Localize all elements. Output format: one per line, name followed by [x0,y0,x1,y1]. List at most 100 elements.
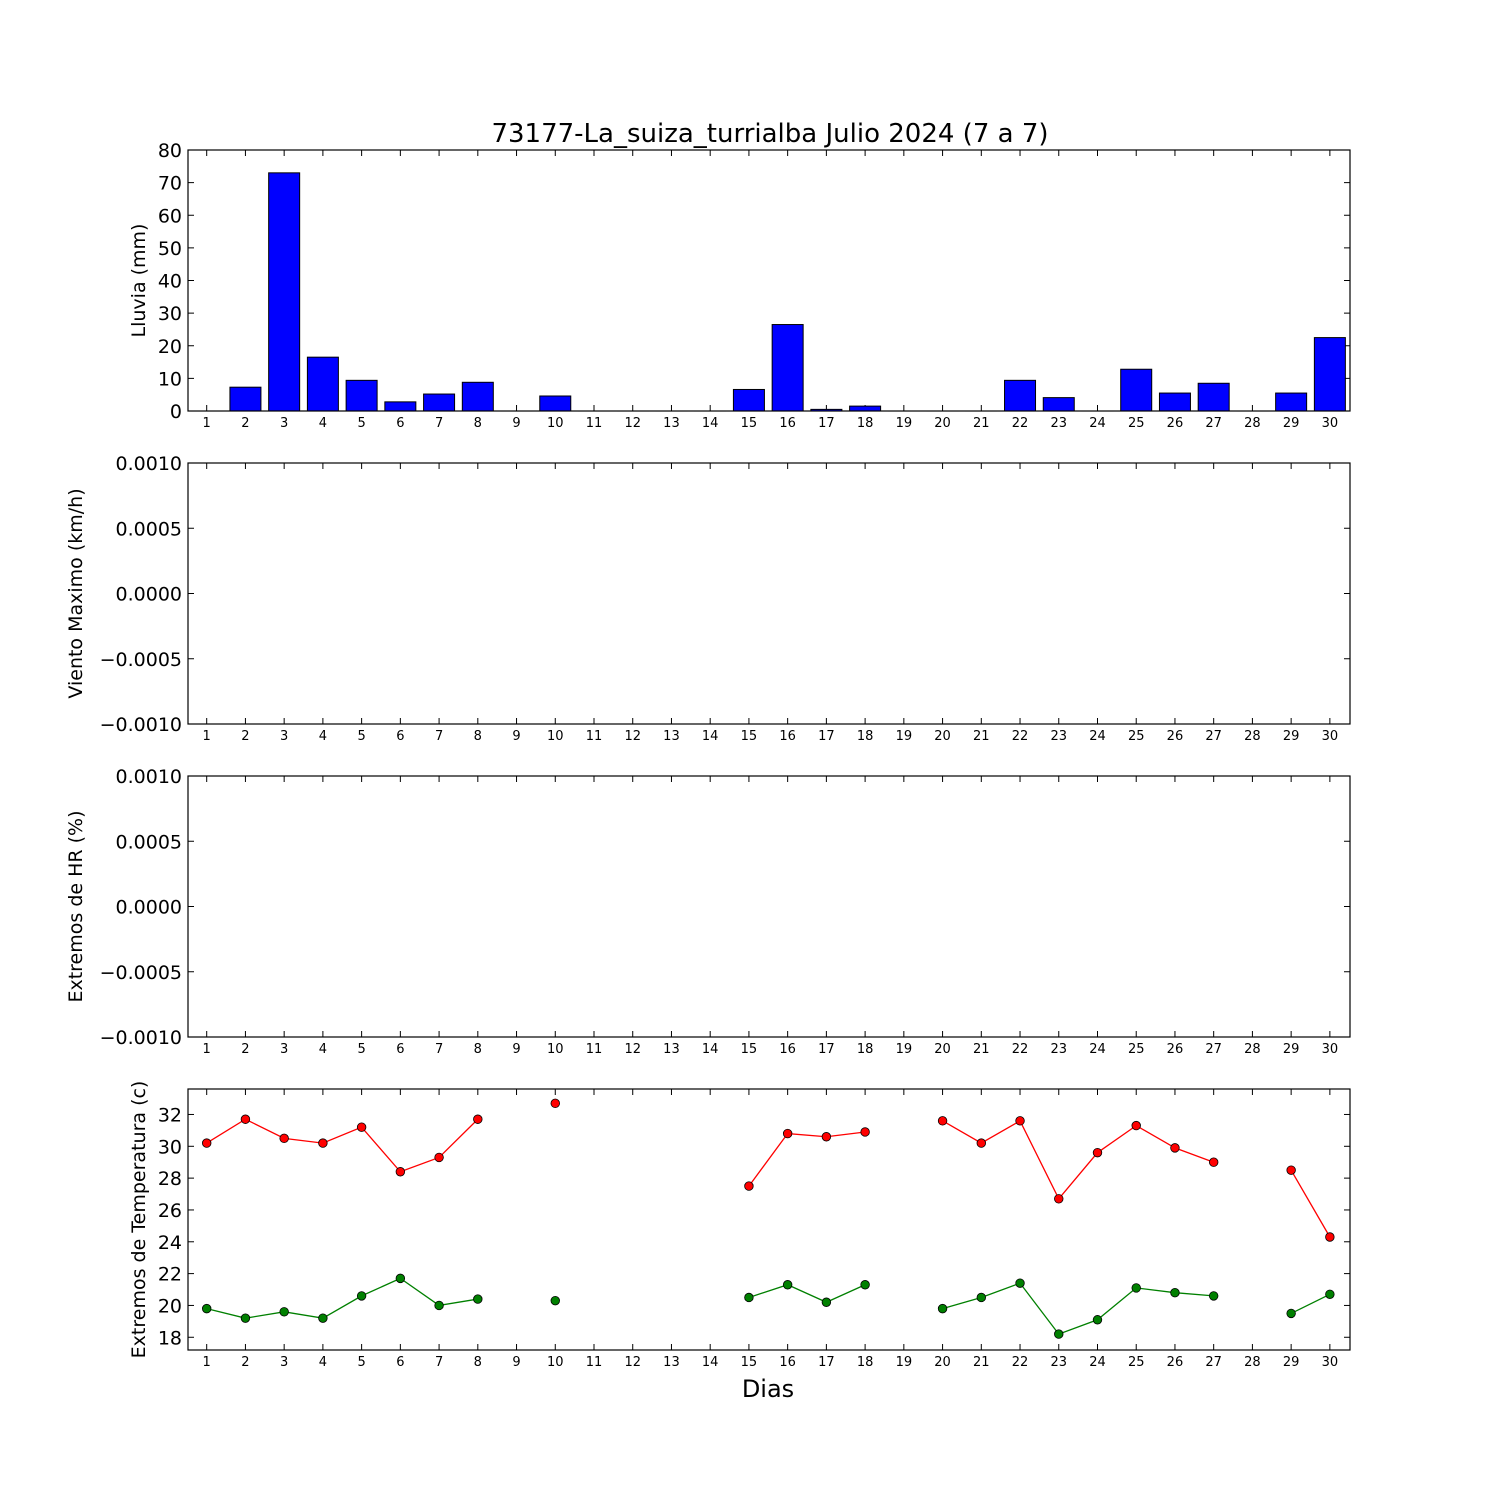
x-axis-label: Dias [742,1375,794,1403]
rain-bar-day-27 [1197,382,1230,412]
rain-bar-day-4 [306,356,339,412]
series-1-point-day-6 [395,1273,406,1284]
hr-plot-frame [187,775,1351,1038]
temp-x-tick-label: 26 [1167,1355,1184,1370]
temp-y-tick-label: 28 [158,1168,182,1190]
series-0-point-day-15 [744,1181,754,1191]
rain-x-tick-label: 22 [1012,416,1029,431]
series-0-point-day-20 [937,1116,948,1126]
temp-x-tick-label: 2 [241,1355,249,1370]
hr-x-tick-label: 9 [512,1042,520,1057]
wind-x-tick-label: 21 [973,729,990,744]
rain-x-tick-label: 26 [1167,416,1184,431]
series-1-point-day-5 [356,1291,367,1301]
wind-x-tick-label: 8 [474,729,482,744]
series-1-line [748,1284,866,1303]
rain-x-tick-label: 3 [280,416,288,431]
series-0-point-day-10 [550,1098,560,1109]
series-1-point-day-15 [744,1292,754,1303]
hr-x-tick-label: 15 [741,1042,758,1057]
rain-y-tick-label: 70 [158,173,182,195]
temp-x-tick-label: 1 [203,1355,211,1370]
hr-x-tick-label: 23 [1050,1042,1067,1057]
series-1-point-day-7 [434,1300,444,1311]
hr-x-tick-label: 21 [973,1042,990,1057]
wind-x-tick-label: 3 [280,729,288,744]
wind-x-tick-label: 23 [1050,729,1067,744]
temp-x-tick-label: 14 [702,1355,719,1370]
rain-x-tick-label: 5 [357,416,365,431]
series-1-point-day-30 [1325,1289,1335,1299]
series-1-point-day-24 [1092,1315,1103,1325]
series-1-line [206,1277,478,1319]
temp-x-tick-label: 29 [1283,1355,1300,1370]
series-1-point-day-2 [240,1313,251,1323]
temp-x-tick-label: 4 [319,1355,327,1370]
rain-bar-day-5 [345,379,378,412]
series-0-point-day-6 [395,1167,406,1177]
hr-x-tick-label: 28 [1244,1042,1261,1057]
rain-bar-day-3 [268,172,301,412]
wind-x-tick-label: 28 [1244,729,1261,744]
wind-y-tick-label: 0.0005 [116,518,182,540]
temp-x-tick-label: 23 [1050,1355,1067,1370]
rain-x-tick-label: 19 [896,416,913,431]
hr-x-tick-label: 2 [241,1042,249,1057]
hr-x-tick-label: 26 [1167,1042,1184,1057]
series-1-point-day-3 [279,1307,289,1317]
series-1-point-day-17 [821,1297,832,1307]
temp-x-tick-label: 28 [1244,1355,1261,1370]
rain-x-tick-label: 25 [1128,416,1145,431]
rain-bar-day-16 [771,324,804,412]
temp-x-tick-label: 21 [973,1355,990,1370]
rain-x-tick-label: 27 [1205,416,1222,431]
temp-x-tick-label: 30 [1322,1355,1339,1370]
rain-bar-day-29 [1275,392,1308,412]
hr-y-tick-label: 0.0005 [116,831,182,853]
wind-panel: Viento Maximo (km/h) 0.0010 0.0005 0.0000 −0… [65,453,1351,744]
rain-x-tick-label: 29 [1283,416,1300,431]
rain-x-tick-label: 14 [702,416,719,431]
temp-x-tick-label: 9 [512,1355,520,1370]
temp-x-tick-label: 25 [1128,1355,1145,1370]
rain-x-tick-label: 21 [973,416,990,431]
series-1-point-day-23 [1054,1329,1064,1339]
rain-bar-day-22 [1004,379,1037,412]
wind-x-tick-label: 26 [1167,729,1184,744]
series-0-point-day-2 [240,1114,251,1124]
rain-x-tick-label: 4 [319,416,327,431]
wind-x-tick-label: 18 [857,729,874,744]
wind-x-tick-label: 22 [1012,729,1029,744]
rain-x-tick-label: 10 [547,416,564,431]
temp-x-tick-label: 8 [474,1355,482,1370]
temp-y-tick-label: 18 [158,1327,182,1349]
wind-x-tick-label: 19 [896,729,913,744]
rain-x-tick-label: 15 [741,416,758,431]
series-0-point-day-21 [976,1138,987,1148]
series-0-point-day-7 [434,1152,444,1163]
wind-x-tick-label: 11 [586,729,603,744]
series-0-point-day-25 [1131,1120,1141,1131]
hr-x-tick-label: 1 [203,1042,211,1057]
hr-y-axis-label: Extremos de HR (%) [65,810,87,1002]
hr-x-tick-label: 18 [857,1042,874,1057]
series-1-point-day-16 [782,1280,793,1290]
series-0-point-day-1 [201,1138,212,1148]
series-0-point-day-17 [821,1132,832,1142]
hr-x-tick-label: 3 [280,1042,288,1057]
series-0-point-day-18 [860,1127,870,1137]
rain-bar-day-15 [732,388,765,412]
wind-x-tick-label: 16 [779,729,796,744]
rain-x-tick-label: 17 [818,416,835,431]
rain-bar-day-10 [539,395,572,412]
rain-bar-day-26 [1158,392,1191,412]
series-0-point-day-5 [356,1122,367,1132]
hr-x-tick-label: 4 [319,1042,327,1057]
wind-x-tick-label: 10 [547,729,564,744]
rain-x-tick-label: 9 [512,416,520,431]
series-1-line [1290,1293,1331,1314]
rain-bar-day-8 [461,381,494,412]
series-0-point-day-4 [318,1138,328,1148]
temp-y-tick-label: 22 [158,1264,182,1286]
hr-y-tick-label: 0.0000 [116,897,182,919]
